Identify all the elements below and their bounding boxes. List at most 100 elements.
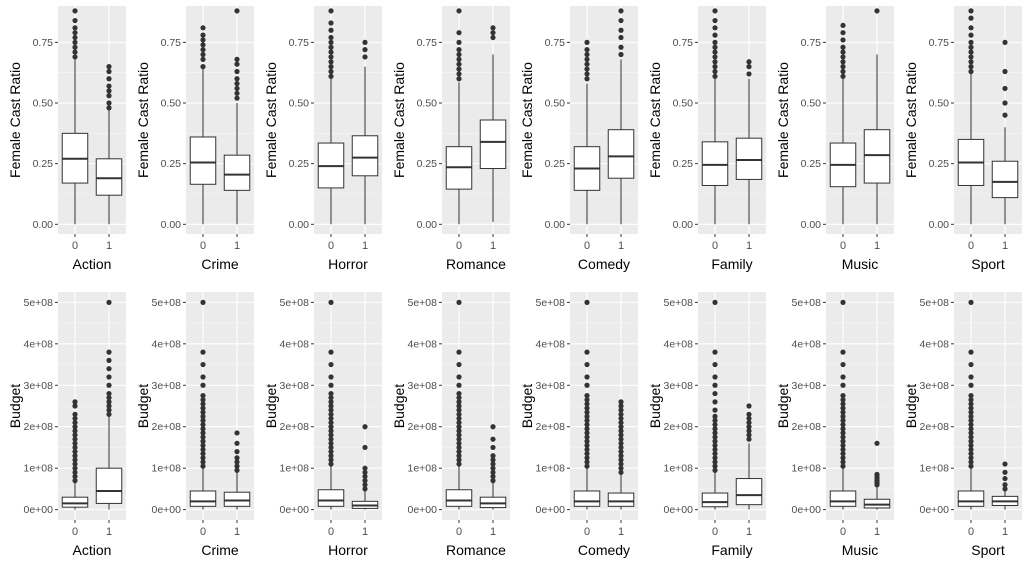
x-axis-title: Romance (446, 542, 506, 558)
outlier-point (618, 449, 624, 455)
y-tick-label: 1e+08 (792, 463, 822, 475)
outlier-point (456, 415, 462, 422)
outlier-point (362, 47, 368, 53)
box-family-1 (735, 59, 763, 225)
box-iqr (701, 141, 729, 186)
x-tick-label: 1 (618, 240, 624, 252)
outlier-point (106, 299, 112, 305)
outlier-point (328, 440, 334, 446)
outlier-point (106, 68, 112, 75)
outlier-point (968, 382, 974, 388)
outlier-point (840, 393, 846, 399)
outlier-point (618, 440, 624, 446)
y-tick-label: 5e+08 (408, 297, 438, 309)
outlier-point (712, 463, 718, 469)
y-tick-label: 0e+00 (24, 504, 54, 516)
x-tick-label: 0 (72, 240, 78, 252)
outlier-point (712, 349, 718, 355)
outlier-point (840, 434, 846, 440)
x-tick-label: 1 (234, 240, 240, 252)
y-axis-title: Female Cast Ratio (135, 62, 151, 178)
outlier-point (968, 459, 974, 465)
outlier-point (106, 399, 112, 405)
y-tick-label: 2e+08 (664, 421, 694, 433)
outlier-point (362, 482, 368, 488)
outlier-point (72, 49, 78, 55)
x-tick-label: 0 (968, 526, 974, 538)
outlier-point (456, 449, 462, 455)
x-tick-label: 1 (1002, 240, 1008, 252)
outlier-point (584, 438, 590, 444)
outlier-point (968, 463, 974, 469)
outlier-point (328, 73, 334, 79)
box-iqr (95, 158, 123, 196)
outlier-point (72, 39, 78, 45)
panel-ratio-action: 0.00 0.25 0.50 0.75 0 1 Action Female Cast Rati… (7, 6, 126, 272)
outlier-point (456, 436, 462, 442)
outlier-point (618, 424, 624, 430)
outlier-point (840, 422, 846, 428)
outlier-point (328, 390, 334, 397)
x-axis-title: Music (842, 542, 879, 558)
outlier-point (968, 8, 974, 14)
outlier-point (618, 444, 624, 451)
outlier-point (712, 68, 718, 75)
outlier-point (456, 71, 462, 77)
outlier-point (712, 422, 718, 428)
y-axis-title: Budget (7, 384, 23, 428)
outlier-point (746, 411, 752, 417)
y-tick-label: 1e+08 (536, 463, 566, 475)
x-tick-label: 0 (456, 526, 462, 538)
panel-ratio-horror: 0.00 0.25 0.50 0.75 0 1 Horror Female Cast Rati… (263, 6, 382, 272)
outlier-point (72, 449, 78, 455)
outlier-point (618, 419, 624, 426)
outlier-point (712, 17, 718, 24)
y-tick-label: 1e+08 (408, 463, 438, 475)
outlier-point (746, 424, 752, 430)
outlier-point (584, 66, 590, 72)
y-tick-label: 0.50 (417, 98, 438, 110)
y-tick-label: 0e+00 (664, 504, 694, 516)
box-comedy-1 (607, 8, 635, 225)
outlier-point (456, 349, 462, 355)
y-axis-title: Female Cast Ratio (263, 62, 279, 178)
outlier-point (1002, 482, 1008, 488)
outlier-point (200, 25, 206, 31)
outlier-point (456, 61, 462, 67)
x-tick-label: 0 (712, 526, 718, 538)
outlier-point (712, 25, 718, 31)
box-iqr (189, 136, 217, 185)
outlier-point (618, 411, 624, 417)
outlier-point (712, 32, 718, 38)
x-tick-label: 0 (456, 240, 462, 252)
box-iqr (189, 490, 217, 507)
outlier-point (106, 105, 112, 111)
x-tick-label: 0 (584, 240, 590, 252)
box-romance-1 (479, 25, 507, 222)
box-iqr (479, 496, 507, 509)
y-tick-label: 0.25 (673, 158, 694, 170)
y-tick-label: 4e+08 (920, 338, 950, 350)
outlier-point (712, 455, 718, 461)
outlier-point (362, 54, 368, 60)
y-tick-label: 2e+08 (152, 421, 182, 433)
outlier-point (234, 56, 240, 62)
box-crime-1 (223, 430, 251, 510)
outlier-point (234, 455, 240, 461)
outlier-point (456, 299, 462, 305)
outlier-point (840, 59, 846, 65)
box-action-0 (61, 8, 89, 225)
x-tick-label: 0 (328, 240, 334, 252)
outlier-point (712, 374, 718, 380)
outlier-point (584, 422, 590, 428)
outlier-point (72, 478, 78, 484)
outlier-point (456, 8, 462, 14)
outlier-point (328, 49, 334, 55)
outlier-point (584, 374, 590, 380)
outlier-point (456, 453, 462, 459)
outlier-point (840, 405, 846, 411)
panel-background (954, 6, 1022, 234)
outlier-point (328, 428, 334, 434)
outlier-point (712, 426, 718, 432)
outlier-point (200, 434, 206, 440)
